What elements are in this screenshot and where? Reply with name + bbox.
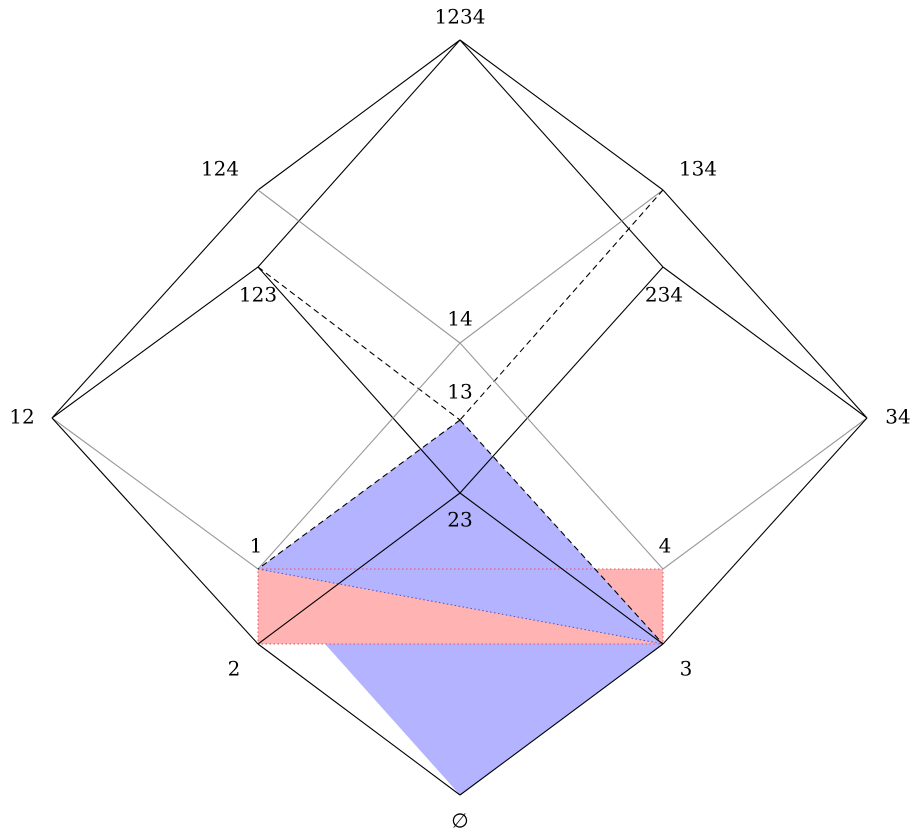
edge	[51, 266, 259, 419]
edge	[257, 39, 461, 268]
edge	[257, 39, 461, 191]
edges	[51, 39, 868, 796]
edge	[459, 266, 664, 494]
edge	[257, 342, 461, 570]
faces	[257, 420, 664, 795]
edge	[51, 189, 259, 419]
edge	[459, 342, 664, 570]
edge	[51, 417, 259, 645]
edge	[51, 417, 259, 570]
edge	[459, 189, 664, 344]
node-label: 1234	[435, 5, 486, 29]
edge	[257, 189, 461, 344]
diagonal	[257, 568, 664, 645]
node-label: ∅	[451, 809, 468, 833]
node-label: 3	[680, 657, 693, 681]
node-label: 14	[447, 307, 472, 331]
edge	[257, 266, 461, 421]
node-label: 234	[645, 283, 683, 307]
node-label: 23	[447, 508, 472, 532]
edge	[662, 266, 868, 419]
edge	[662, 417, 868, 570]
edge	[257, 492, 461, 645]
node-label: 4	[659, 534, 672, 558]
edge	[459, 643, 664, 796]
edge	[459, 39, 664, 268]
edge	[662, 189, 868, 419]
node-label: 2	[228, 657, 241, 681]
edge	[459, 39, 664, 191]
node-label: 34	[885, 405, 910, 429]
edge	[459, 189, 664, 421]
edge	[257, 419, 461, 570]
node-label: 12	[9, 405, 34, 429]
edge	[257, 643, 461, 796]
edge	[459, 419, 664, 645]
edge	[459, 492, 664, 645]
node-label: 123	[239, 283, 277, 307]
node-label: 1	[250, 534, 263, 558]
node-label: 124	[201, 157, 239, 181]
node-label: 13	[447, 380, 472, 404]
edge	[257, 266, 461, 494]
edge	[662, 417, 868, 645]
node-label: 134	[679, 157, 717, 181]
